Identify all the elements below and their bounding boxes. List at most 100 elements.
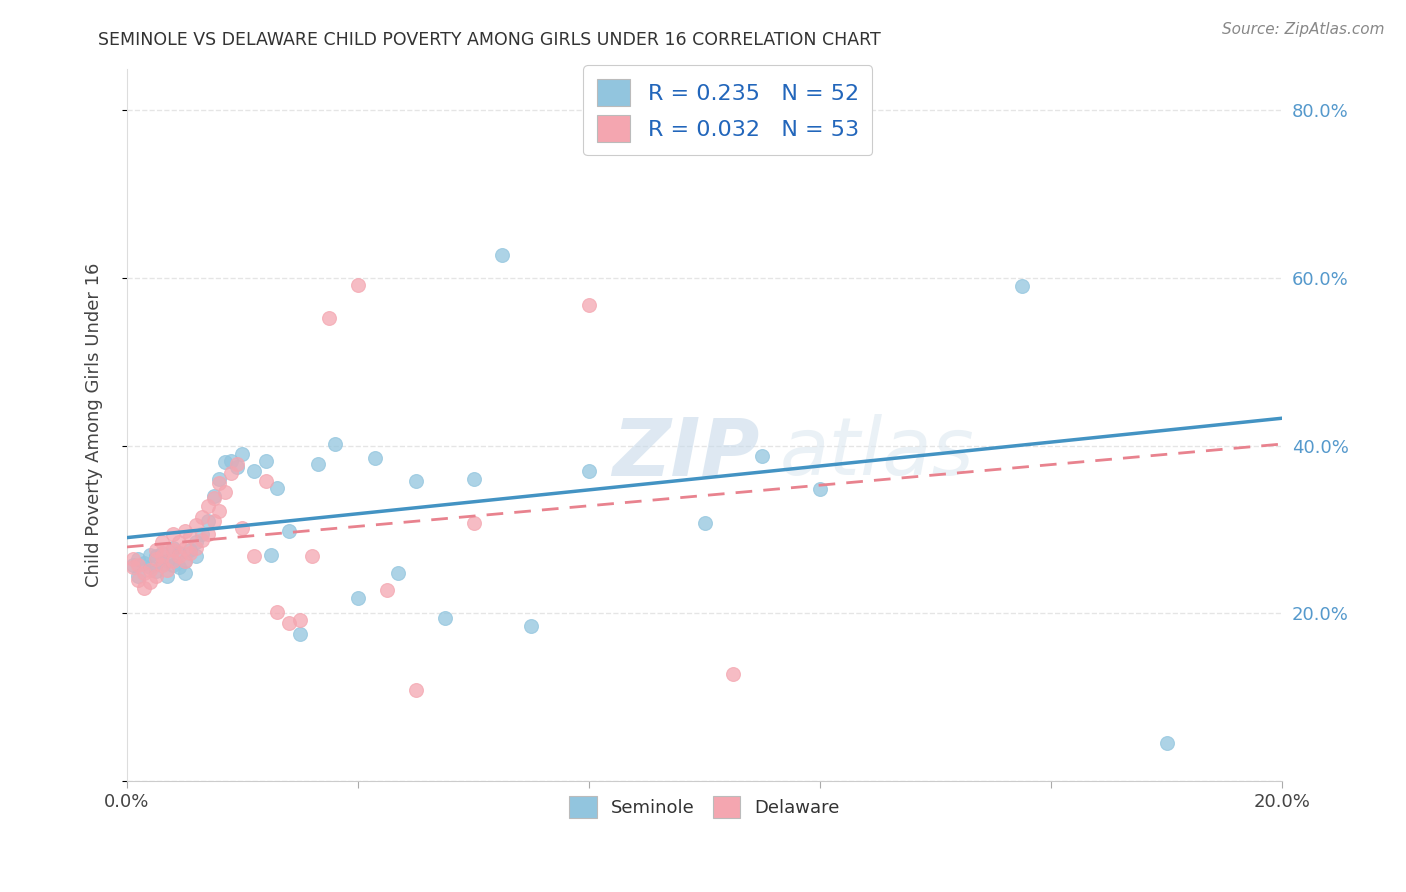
Point xyxy=(145,568,167,582)
Y-axis label: Child Poverty Among Girls Under 16: Child Poverty Among Girls Under 16 xyxy=(86,262,103,587)
Point xyxy=(134,566,156,581)
Point xyxy=(387,566,409,581)
Point xyxy=(197,526,219,541)
Point xyxy=(127,558,149,572)
Point xyxy=(405,474,427,488)
Point xyxy=(191,533,214,547)
Point xyxy=(347,591,370,606)
Point xyxy=(808,483,831,497)
Point xyxy=(243,464,266,478)
Point xyxy=(323,437,346,451)
Point xyxy=(150,558,173,572)
Point xyxy=(167,535,190,549)
Point xyxy=(179,543,201,558)
Point xyxy=(162,554,184,568)
Point xyxy=(127,568,149,582)
Point xyxy=(197,514,219,528)
Point xyxy=(179,546,201,560)
Point xyxy=(636,136,658,150)
Point xyxy=(134,581,156,595)
Point xyxy=(290,613,312,627)
Point xyxy=(243,549,266,564)
Point xyxy=(463,472,485,486)
Point xyxy=(162,541,184,555)
Point xyxy=(121,552,143,566)
Point xyxy=(173,524,195,539)
Point xyxy=(277,524,299,539)
Point xyxy=(139,548,162,562)
Point xyxy=(214,455,236,469)
Point xyxy=(301,549,323,564)
Text: ZIP: ZIP xyxy=(612,414,759,492)
Point xyxy=(162,558,184,572)
Point xyxy=(290,627,312,641)
Point xyxy=(127,552,149,566)
Point xyxy=(254,454,277,468)
Point xyxy=(186,535,208,549)
Point xyxy=(156,568,179,582)
Point xyxy=(145,543,167,558)
Point xyxy=(463,516,485,530)
Point xyxy=(156,554,179,568)
Point xyxy=(491,247,513,261)
Point xyxy=(202,514,225,528)
Point xyxy=(347,277,370,292)
Point xyxy=(1156,736,1178,750)
Point xyxy=(219,454,242,468)
Legend: Seminole, Delaware: Seminole, Delaware xyxy=(562,789,846,825)
Point xyxy=(219,466,242,480)
Point xyxy=(173,541,195,555)
Point xyxy=(145,549,167,564)
Point xyxy=(260,548,283,562)
Point xyxy=(139,563,162,577)
Point xyxy=(162,526,184,541)
Point xyxy=(121,558,143,572)
Point xyxy=(433,610,456,624)
Point xyxy=(208,504,231,518)
Point xyxy=(693,516,716,530)
Point xyxy=(186,541,208,555)
Point xyxy=(156,563,179,577)
Point xyxy=(191,526,214,541)
Point xyxy=(167,549,190,564)
Point xyxy=(266,481,288,495)
Point xyxy=(197,499,219,513)
Point xyxy=(231,521,253,535)
Point xyxy=(139,574,162,589)
Point xyxy=(1011,279,1033,293)
Point xyxy=(179,529,201,543)
Point xyxy=(307,457,329,471)
Point xyxy=(578,298,600,312)
Point xyxy=(266,605,288,619)
Point xyxy=(145,552,167,566)
Point xyxy=(405,683,427,698)
Point xyxy=(162,543,184,558)
Point xyxy=(186,549,208,564)
Point xyxy=(225,457,247,471)
Point xyxy=(254,474,277,488)
Point xyxy=(167,546,190,560)
Point xyxy=(520,619,543,633)
Point xyxy=(173,554,195,568)
Point xyxy=(578,464,600,478)
Point xyxy=(277,616,299,631)
Point xyxy=(139,560,162,574)
Point xyxy=(150,558,173,572)
Point xyxy=(202,491,225,505)
Point xyxy=(751,449,773,463)
Point xyxy=(121,560,143,574)
Point xyxy=(173,566,195,581)
Point xyxy=(208,476,231,491)
Point xyxy=(167,560,190,574)
Point xyxy=(127,573,149,587)
Text: Source: ZipAtlas.com: Source: ZipAtlas.com xyxy=(1222,22,1385,37)
Point xyxy=(231,447,253,461)
Point xyxy=(150,535,173,549)
Point xyxy=(156,543,179,558)
Point xyxy=(145,565,167,579)
Point xyxy=(208,472,231,486)
Point xyxy=(191,510,214,524)
Point xyxy=(723,666,745,681)
Point xyxy=(150,549,173,564)
Point xyxy=(364,451,387,466)
